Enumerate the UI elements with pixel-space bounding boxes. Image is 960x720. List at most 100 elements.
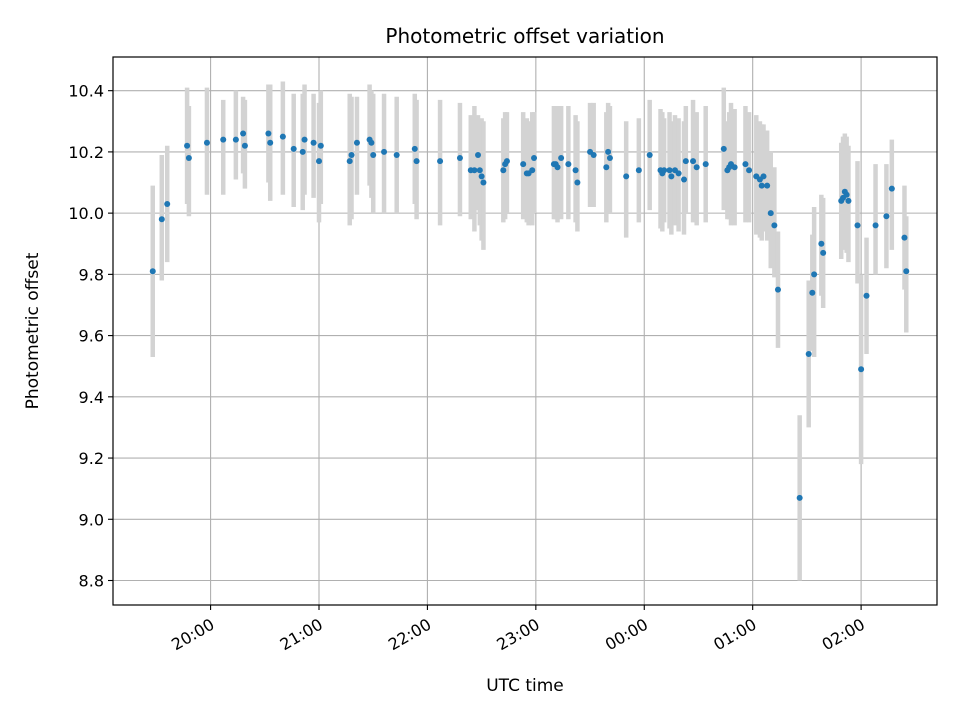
data-point (531, 155, 538, 162)
data-point (185, 155, 192, 162)
data-point (203, 139, 210, 146)
data-point (760, 173, 767, 180)
data-point (796, 494, 803, 501)
data-point (845, 197, 852, 204)
data-point (767, 210, 774, 217)
data-point (858, 366, 865, 373)
data-point (661, 167, 668, 174)
data-point (500, 167, 507, 174)
x-axis-label: UTC time (486, 676, 564, 696)
data-point (456, 155, 463, 162)
data-point (476, 167, 483, 174)
data-point (574, 179, 581, 186)
data-point (554, 164, 561, 171)
y-tick-label: 9.2 (79, 449, 104, 468)
data-point (872, 222, 879, 229)
data-point (411, 145, 418, 152)
data-point (888, 185, 895, 192)
data-point (863, 292, 870, 299)
data-point (158, 216, 165, 223)
data-point (437, 158, 444, 165)
data-point (370, 151, 377, 158)
data-point (702, 161, 709, 168)
data-point (883, 213, 890, 220)
data-point (758, 182, 765, 189)
data-point (731, 164, 738, 171)
y-tick-label: 9.4 (79, 388, 104, 407)
data-point (368, 139, 375, 146)
plot-frame (112, 56, 938, 606)
data-point (475, 151, 482, 158)
data-point (149, 268, 156, 275)
data-point (903, 268, 910, 275)
data-point (764, 182, 771, 189)
data-point (267, 139, 274, 146)
data-point (299, 148, 306, 155)
data-point (623, 173, 630, 180)
data-point (746, 167, 753, 174)
data-point (605, 148, 612, 155)
data-point (675, 170, 682, 177)
data-point (646, 151, 653, 158)
data-point (682, 158, 689, 165)
data-point (316, 158, 322, 165)
data-point (290, 145, 297, 152)
data-point (635, 167, 642, 174)
data-point (854, 222, 861, 229)
data-point (348, 151, 355, 158)
data-point (843, 191, 850, 198)
data-point (184, 142, 191, 149)
data-point (478, 173, 485, 180)
data-point (693, 164, 700, 171)
data-point (742, 161, 749, 168)
y-tick-label: 9.8 (79, 265, 104, 284)
data-point (666, 167, 673, 174)
data-point (265, 130, 272, 137)
y-tick-label: 9.0 (79, 510, 104, 529)
data-point (809, 289, 816, 296)
data-point (771, 222, 778, 229)
data-point (603, 164, 610, 171)
data-point (901, 234, 908, 241)
data-point (393, 151, 400, 158)
data-point (346, 158, 353, 165)
data-point (317, 142, 324, 149)
data-point (220, 136, 227, 143)
data-point (565, 161, 572, 168)
data-point (774, 286, 781, 293)
data-point (279, 133, 286, 140)
data-point (310, 139, 317, 146)
y-axis-label: Photometric offset (23, 252, 43, 409)
y-tick-label: 10.2 (68, 143, 104, 162)
data-point (590, 151, 597, 158)
data-points (149, 130, 910, 501)
data-point (471, 167, 478, 174)
data-point (606, 155, 613, 162)
y-tick-label: 9.6 (79, 327, 104, 346)
data-point (805, 350, 812, 357)
data-point (720, 145, 727, 152)
data-point (503, 158, 510, 165)
data-point (668, 173, 675, 180)
y-tick-label: 10.4 (68, 82, 104, 101)
data-point (232, 136, 239, 143)
data-point (811, 271, 818, 278)
data-point (690, 158, 697, 165)
data-point (164, 200, 171, 207)
data-point (818, 240, 825, 247)
data-point (558, 155, 565, 162)
y-axis-ticks: 8.8 9.0 9.2 9.4 9.6 9.8 10.0 10.2 10.4 (68, 82, 113, 591)
y-tick-label: 8.8 (79, 572, 104, 591)
data-point (301, 136, 308, 143)
data-point (529, 167, 536, 174)
chart-title: Photometric offset variation (385, 24, 664, 48)
y-tick-label: 10.0 (68, 204, 104, 223)
data-point (681, 176, 688, 183)
data-point (413, 158, 420, 165)
data-point (241, 142, 248, 149)
data-point (820, 249, 827, 256)
data-point (572, 167, 579, 174)
data-point (520, 161, 527, 168)
data-point (240, 130, 247, 137)
